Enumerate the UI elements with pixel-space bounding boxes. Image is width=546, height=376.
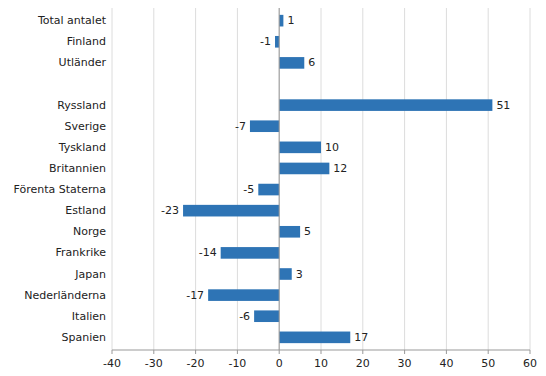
bars: [183, 15, 492, 343]
y-tick-label: Nederländerna: [24, 289, 106, 302]
x-tick-label: -10: [228, 357, 246, 370]
bar: [183, 205, 279, 217]
x-tick: [446, 350, 447, 354]
y-tick-label: Utländer: [59, 56, 107, 69]
y-tick-label: Italien: [72, 310, 106, 323]
x-tick: [362, 350, 363, 354]
x-tick-label: 0: [276, 357, 283, 370]
x-tick: [195, 350, 196, 354]
y-tick-label: Frankrike: [56, 246, 107, 259]
x-tick-label: 20: [356, 357, 370, 370]
chart-svg: -40 -30 -20 -10 0 10 20 30 40 50 60 Total antalet Fi…: [0, 0, 546, 376]
bar: [279, 142, 321, 154]
bar: [279, 99, 492, 111]
x-tick: [112, 350, 113, 354]
x-tick-label: -30: [145, 357, 163, 370]
x-tick: [530, 350, 531, 354]
data-label: -6: [239, 310, 250, 323]
data-label: 1: [287, 14, 294, 27]
bar: [250, 120, 279, 132]
data-label: -23: [161, 204, 179, 217]
bar: [279, 332, 350, 344]
grid-line: [404, 8, 405, 350]
grid-line: [112, 8, 113, 350]
grid-line: [488, 8, 489, 350]
data-label: -5: [243, 183, 254, 196]
y-tick-label: Estland: [65, 204, 106, 217]
x-tick-label: -40: [103, 357, 121, 370]
y-tick-label: Sverige: [64, 120, 106, 133]
data-label: 3: [296, 268, 303, 281]
y-tick-label: Japan: [74, 268, 106, 281]
y-tick-label: Spanien: [62, 331, 107, 344]
x-tick-label: 40: [439, 357, 453, 370]
x-axis: -40 -30 -20 -10 0 10 20 30 40 50 60: [103, 350, 537, 370]
y-axis: Total antalet Finland Utländer Ryssland Sver…: [14, 14, 107, 344]
y-tick-label: Ryssland: [57, 99, 106, 112]
bar: [254, 310, 279, 322]
y-tick-label: Finland: [67, 35, 106, 48]
x-tick: [488, 350, 489, 354]
grid-line: [153, 8, 154, 350]
x-tick-label: 50: [481, 357, 495, 370]
data-label: 6: [308, 56, 315, 69]
x-tick-label: 10: [314, 357, 328, 370]
x-tick: [279, 350, 280, 354]
grid-line: [530, 8, 531, 350]
data-label: 12: [333, 162, 347, 175]
data-label: -1: [260, 35, 271, 48]
data-labels: 1 -1 6 51 -7 10 12 -5 -23 5 -14 3 -17 -6 17: [161, 14, 510, 344]
bar: [279, 15, 283, 27]
bar: [221, 247, 280, 259]
grid: [112, 8, 530, 350]
bar: [279, 268, 292, 280]
bar: [208, 289, 279, 301]
data-label: 5: [304, 225, 311, 238]
bar: [279, 226, 300, 238]
y-tick-label: Total antalet: [37, 14, 107, 27]
grid-line: [279, 8, 280, 350]
y-tick-label: Britannien: [49, 162, 106, 175]
grid-line: [446, 8, 447, 350]
y-tick-label: Tyskland: [58, 141, 106, 154]
bar: [275, 36, 279, 48]
x-tick-label: 60: [523, 357, 537, 370]
y-tick-label: Norge: [73, 225, 106, 238]
x-tick: [404, 350, 405, 354]
bar: [279, 57, 304, 69]
chart: -40 -30 -20 -10 0 10 20 30 40 50 60 Total antalet Fi…: [0, 0, 546, 376]
data-label: -7: [235, 120, 246, 133]
x-tick: [237, 350, 238, 354]
bar: [258, 184, 279, 196]
x-tick-label: -20: [187, 357, 205, 370]
x-tick-label: 30: [398, 357, 412, 370]
data-label: 17: [354, 331, 368, 344]
data-label: -17: [186, 289, 204, 302]
grid-line: [362, 8, 363, 350]
x-tick: [153, 350, 154, 354]
data-label: -14: [199, 246, 217, 259]
grid-line: [321, 8, 322, 350]
x-tick: [321, 350, 322, 354]
data-label: 10: [325, 141, 339, 154]
data-label: 51: [496, 99, 510, 112]
bar: [279, 163, 329, 175]
y-tick-label: Förenta Staterna: [14, 183, 106, 196]
zero-line: [279, 8, 280, 350]
